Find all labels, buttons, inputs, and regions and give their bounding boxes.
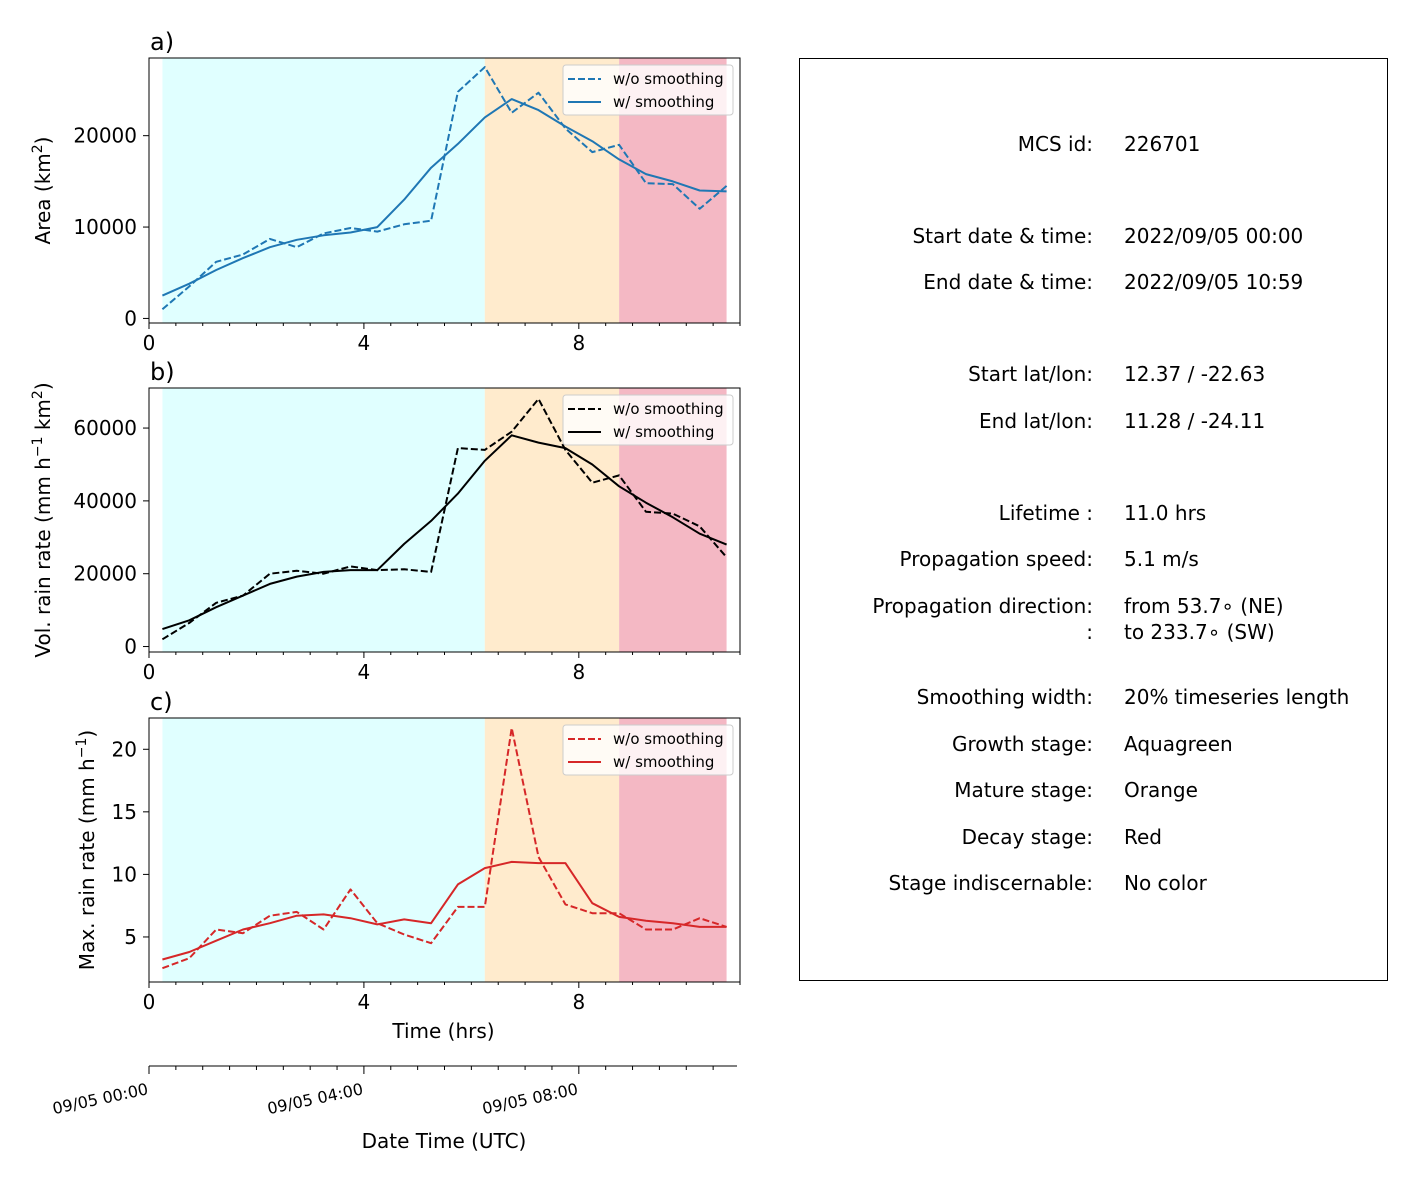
info-row-start-datetime: Start date & time: 2022/09/05 00:00 <box>800 224 1387 252</box>
info-key: Propagation speed: <box>899 547 1093 571</box>
x-tick-label: 4 <box>358 990 371 1014</box>
info-key: Start date & time: <box>912 224 1093 248</box>
datetime-tick-label: 09/05 04:00 <box>266 1079 365 1118</box>
info-row-mcs-id: MCS id: 226701 <box>800 132 1387 160</box>
y-tick-label: 10 <box>112 862 137 886</box>
info-row-decay-stage: Decay stage: Red <box>800 825 1387 853</box>
info-value: 5.1 m/s <box>1124 547 1199 571</box>
unsmoothed-series-line <box>162 727 727 970</box>
info-value: Aquagreen <box>1124 732 1233 756</box>
x-tick-label: 8 <box>572 990 585 1014</box>
panel-b: b) 0 20000 40000 60000 0 4 8 Vol. rain rate (mm … <box>30 358 741 684</box>
panel-c: c) 5 10 15 20 0 4 8 Max. rain rate (mm h−1) w/o s… <box>74 688 741 1014</box>
y-tick-label: 20 <box>112 737 137 761</box>
smoothed-series-line <box>162 860 727 961</box>
info-row-end-latlon: End lat/lon: 11.28 / -24.11 <box>800 409 1387 437</box>
mcs-info-panel: MCS id: 226701 Start date & time: 2022/0… <box>799 58 1388 981</box>
y-tick-label: 5 <box>124 925 137 949</box>
unsmoothed-series-line <box>161 397 728 641</box>
info-value: Red <box>1124 825 1162 849</box>
info-key: Growth stage: <box>951 732 1093 756</box>
info-key: Lifetime : <box>998 501 1093 525</box>
info-row-stage-indiscernable: Stage indiscernable: No color <box>800 871 1387 899</box>
info-value: 226701 <box>1124 132 1201 156</box>
panel-label: b) <box>150 358 175 386</box>
info-value: 11.0 hrs <box>1124 501 1207 525</box>
growth-stage-band <box>162 388 485 652</box>
legend-label: w/o smoothing <box>613 400 724 418</box>
panel-a: a) 0 10000 20000 0 4 8 Area (km2) w/o smoothing w… <box>30 28 741 355</box>
info-key: Decay stage: <box>961 825 1093 849</box>
info-value: 11.28 / -24.11 <box>1124 409 1266 433</box>
info-value: Orange <box>1124 778 1198 802</box>
x-tick-label: 4 <box>358 660 371 684</box>
info-key: Smoothing width: <box>916 685 1093 709</box>
y-axis-label: Area (km2) <box>30 137 55 245</box>
smoothed-series-line <box>161 98 727 297</box>
y-tick-label: 0 <box>124 635 137 659</box>
x-tick-label: 0 <box>143 990 156 1014</box>
x-axis-label: Time (hrs) <box>391 1019 494 1043</box>
info-key: Stage indiscernable: <box>888 871 1093 895</box>
y-tick-label: 10000 <box>73 215 137 239</box>
x-tick-label: 0 <box>143 331 156 355</box>
y-tick-label: 20000 <box>73 124 137 148</box>
growth-stage-band <box>162 718 485 982</box>
info-value: 20% timeseries length <box>1124 685 1350 709</box>
y-tick-label: 60000 <box>73 416 137 440</box>
legend-label: w/ smoothing <box>613 753 714 771</box>
info-row-start-latlon: Start lat/lon: 12.37 / -22.63 <box>800 362 1387 390</box>
info-key: Propagation direction: <box>872 594 1093 618</box>
info-key: End lat/lon: <box>979 409 1093 433</box>
panel-label: a) <box>150 28 174 56</box>
legend-label: w/ smoothing <box>613 423 714 441</box>
y-axis-label: Vol. rain rate (mm h−1 km2) <box>30 382 55 657</box>
info-key: : <box>1086 620 1093 644</box>
y-tick-label: 15 <box>112 800 137 824</box>
info-row-propagation-direction-from: Propagation direction: from 53.7∘ (NE) <box>800 594 1387 622</box>
datetime-tick-label: 09/05 00:00 <box>51 1079 150 1118</box>
info-row-propagation-direction-to: : to 233.7∘ (SW) <box>800 620 1387 648</box>
legend-label: w/ smoothing <box>613 93 714 111</box>
info-row-smoothing-width: Smoothing width: 20% timeseries length <box>800 685 1387 713</box>
info-value: 2022/09/05 00:00 <box>1124 224 1304 248</box>
x-tick-label: 8 <box>572 331 585 355</box>
info-key: End date & time: <box>923 270 1093 294</box>
y-tick-label: 0 <box>124 306 137 330</box>
info-row-lifetime: Lifetime : 11.0 hrs <box>800 501 1387 529</box>
y-tick-label: 20000 <box>73 562 137 586</box>
panel-label: c) <box>150 688 173 716</box>
info-key: Mature stage: <box>954 778 1093 802</box>
datetime-tick-label: 09/05 08:00 <box>481 1079 580 1118</box>
info-value: 2022/09/05 10:59 <box>1124 270 1304 294</box>
x-tick-label: 8 <box>572 660 585 684</box>
info-value: No color <box>1124 871 1207 895</box>
info-value: 12.37 / -22.63 <box>1124 362 1266 386</box>
legend-label: w/o smoothing <box>613 730 724 748</box>
info-value: from 53.7∘ (NE) <box>1124 594 1284 618</box>
y-tick-label: 40000 <box>73 489 137 513</box>
info-key: MCS id: <box>1017 132 1093 156</box>
legend-box <box>562 64 734 116</box>
info-row-mature-stage: Mature stage: Orange <box>800 778 1387 806</box>
datetime-axis-label: Date Time (UTC) <box>362 1129 527 1153</box>
info-row-end-datetime: End date & time: 2022/09/05 10:59 <box>800 270 1387 298</box>
info-value: to 233.7∘ (SW) <box>1124 620 1275 644</box>
info-key: Start lat/lon: <box>968 362 1093 386</box>
growth-stage-band <box>162 58 485 323</box>
x-tick-label: 0 <box>143 660 156 684</box>
info-row-growth-stage: Growth stage: Aquagreen <box>800 732 1387 760</box>
legend-label: w/o smoothing <box>613 70 724 88</box>
legend-box <box>562 724 734 776</box>
y-axis-label: Max. rain rate (mm h−1) <box>74 730 99 970</box>
smoothed-series-line <box>162 434 727 631</box>
x-tick-label: 4 <box>358 331 371 355</box>
legend-box <box>562 394 734 446</box>
info-row-propagation-speed: Propagation speed: 5.1 m/s <box>800 547 1387 575</box>
